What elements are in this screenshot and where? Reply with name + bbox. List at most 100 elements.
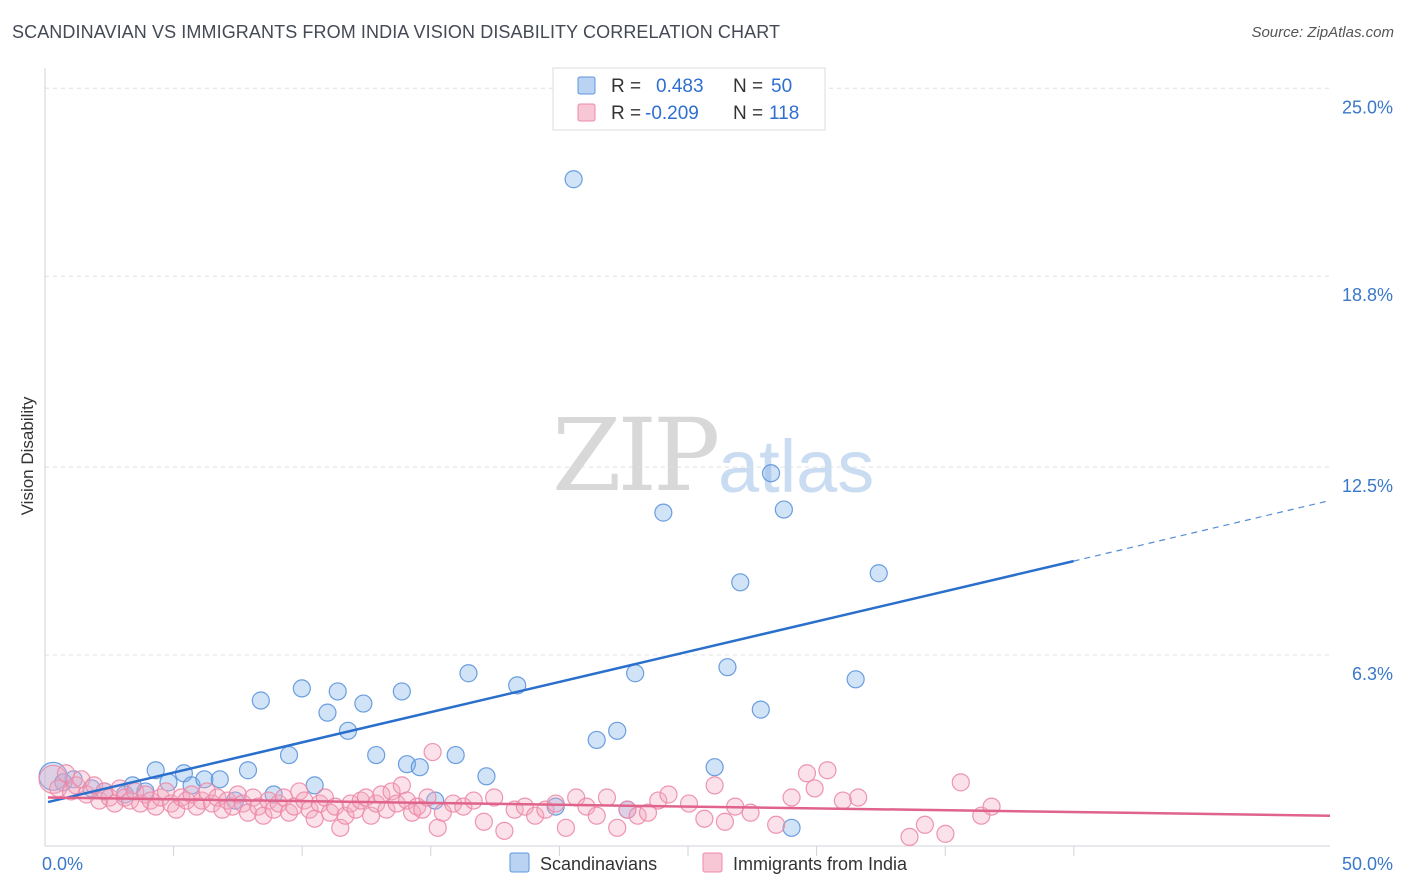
data-point (608, 721, 627, 740)
data-point (410, 758, 429, 777)
data-point (751, 700, 770, 719)
data-point (833, 791, 852, 810)
data-point (367, 794, 386, 813)
data-point (367, 745, 386, 765)
data-point (654, 503, 673, 522)
data-point (38, 764, 68, 794)
data-point (659, 785, 678, 804)
data-point (305, 809, 324, 828)
watermark: ZIP atlas (552, 397, 874, 514)
data-point (587, 806, 606, 825)
data-point (210, 770, 229, 789)
data-point (446, 745, 465, 765)
data-point (649, 791, 668, 810)
data-point (328, 682, 347, 701)
data-point (936, 824, 955, 843)
legend-n-label: N = (733, 103, 763, 124)
legend-r-value: -0.209 (645, 103, 699, 124)
y-axis-title: Vision Disability (18, 396, 37, 515)
x-tick-labels: 0.0% 50.0% (42, 854, 1393, 874)
data-point (849, 788, 868, 807)
data-point (638, 803, 658, 822)
data-point (279, 745, 299, 765)
data-point (392, 776, 411, 795)
x-tick-label: 0.0% (42, 854, 83, 874)
data-point (695, 809, 714, 828)
data-point (556, 818, 576, 837)
data-point (869, 564, 888, 583)
legend-bottom-label-scandinavians: Scandinavians (540, 854, 657, 874)
legend-n-value: 118 (769, 103, 799, 124)
legend-swatch-india (577, 103, 596, 122)
y-tick-label: 6.3% (1352, 664, 1393, 684)
series-india-points (38, 742, 1001, 847)
data-point (485, 788, 504, 807)
data-point (951, 773, 970, 792)
trend-lines (47, 499, 1331, 817)
data-point (774, 500, 793, 519)
data-point (392, 682, 411, 701)
legend-n-value: 50 (771, 76, 792, 97)
data-point (818, 761, 837, 780)
data-point (915, 815, 934, 834)
data-point (459, 664, 478, 683)
data-point (238, 761, 258, 780)
data-point (626, 664, 645, 683)
legend-r-label: R = (611, 103, 641, 124)
trend-line-scandinavians-extension (1073, 499, 1331, 562)
y-tick-label: 12.5% (1342, 476, 1393, 496)
data-point (761, 464, 781, 483)
y-tick-labels: 6.3% 12.5% 18.8% 25.0% (1342, 97, 1393, 684)
data-point (292, 679, 311, 698)
data-point (172, 788, 191, 807)
data-point (305, 776, 324, 795)
legend-r-label: R = (611, 76, 641, 97)
data-point (120, 791, 140, 810)
y-tick-label: 25.0% (1342, 97, 1393, 117)
legend-box (552, 67, 826, 131)
data-point (715, 812, 734, 831)
data-point (564, 170, 583, 189)
data-point (900, 827, 919, 847)
data-point (679, 794, 699, 813)
data-point (597, 788, 617, 807)
legend-r-value: 0.483 (656, 76, 704, 97)
data-point (797, 764, 817, 783)
data-point (251, 691, 270, 710)
data-point (805, 779, 824, 798)
y-tick-label: 18.8% (1342, 285, 1393, 305)
data-point (354, 694, 373, 713)
chart-title: SCANDINAVIAN VS IMMIGRANTS FROM INDIA VI… (12, 22, 781, 42)
data-point (464, 791, 483, 810)
watermark-zip: ZIP (552, 397, 717, 514)
watermark-atlas: atlas (718, 425, 874, 508)
legend-bottom-swatch-india (702, 852, 723, 873)
data-point (705, 758, 724, 777)
data-point (526, 806, 545, 825)
data-point (587, 730, 606, 750)
trend-line-scandinavians (47, 559, 1074, 804)
data-point (474, 812, 493, 831)
data-point (718, 658, 737, 677)
grid-lines (45, 87, 1330, 656)
data-point (351, 791, 370, 810)
data-point (228, 785, 247, 804)
data-point (577, 797, 596, 816)
trend-line-india (47, 796, 1331, 817)
data-point (628, 806, 647, 825)
data-point (515, 797, 535, 816)
data-point (846, 670, 865, 689)
data-point (249, 797, 268, 816)
legend-swatch-scandinavians (577, 76, 596, 95)
legend-bottom-label-india: Immigrants from India (733, 854, 908, 874)
data-point (423, 742, 442, 762)
x-tick-label: 50.0% (1342, 854, 1393, 874)
data-point (982, 797, 1001, 816)
data-point (705, 776, 724, 795)
data-point (244, 788, 263, 807)
legend-top: R = 0.483 N = 50 R = -0.209 N = 118 (552, 67, 826, 131)
data-point (477, 767, 496, 786)
data-point (767, 815, 786, 834)
data-point (318, 703, 337, 722)
